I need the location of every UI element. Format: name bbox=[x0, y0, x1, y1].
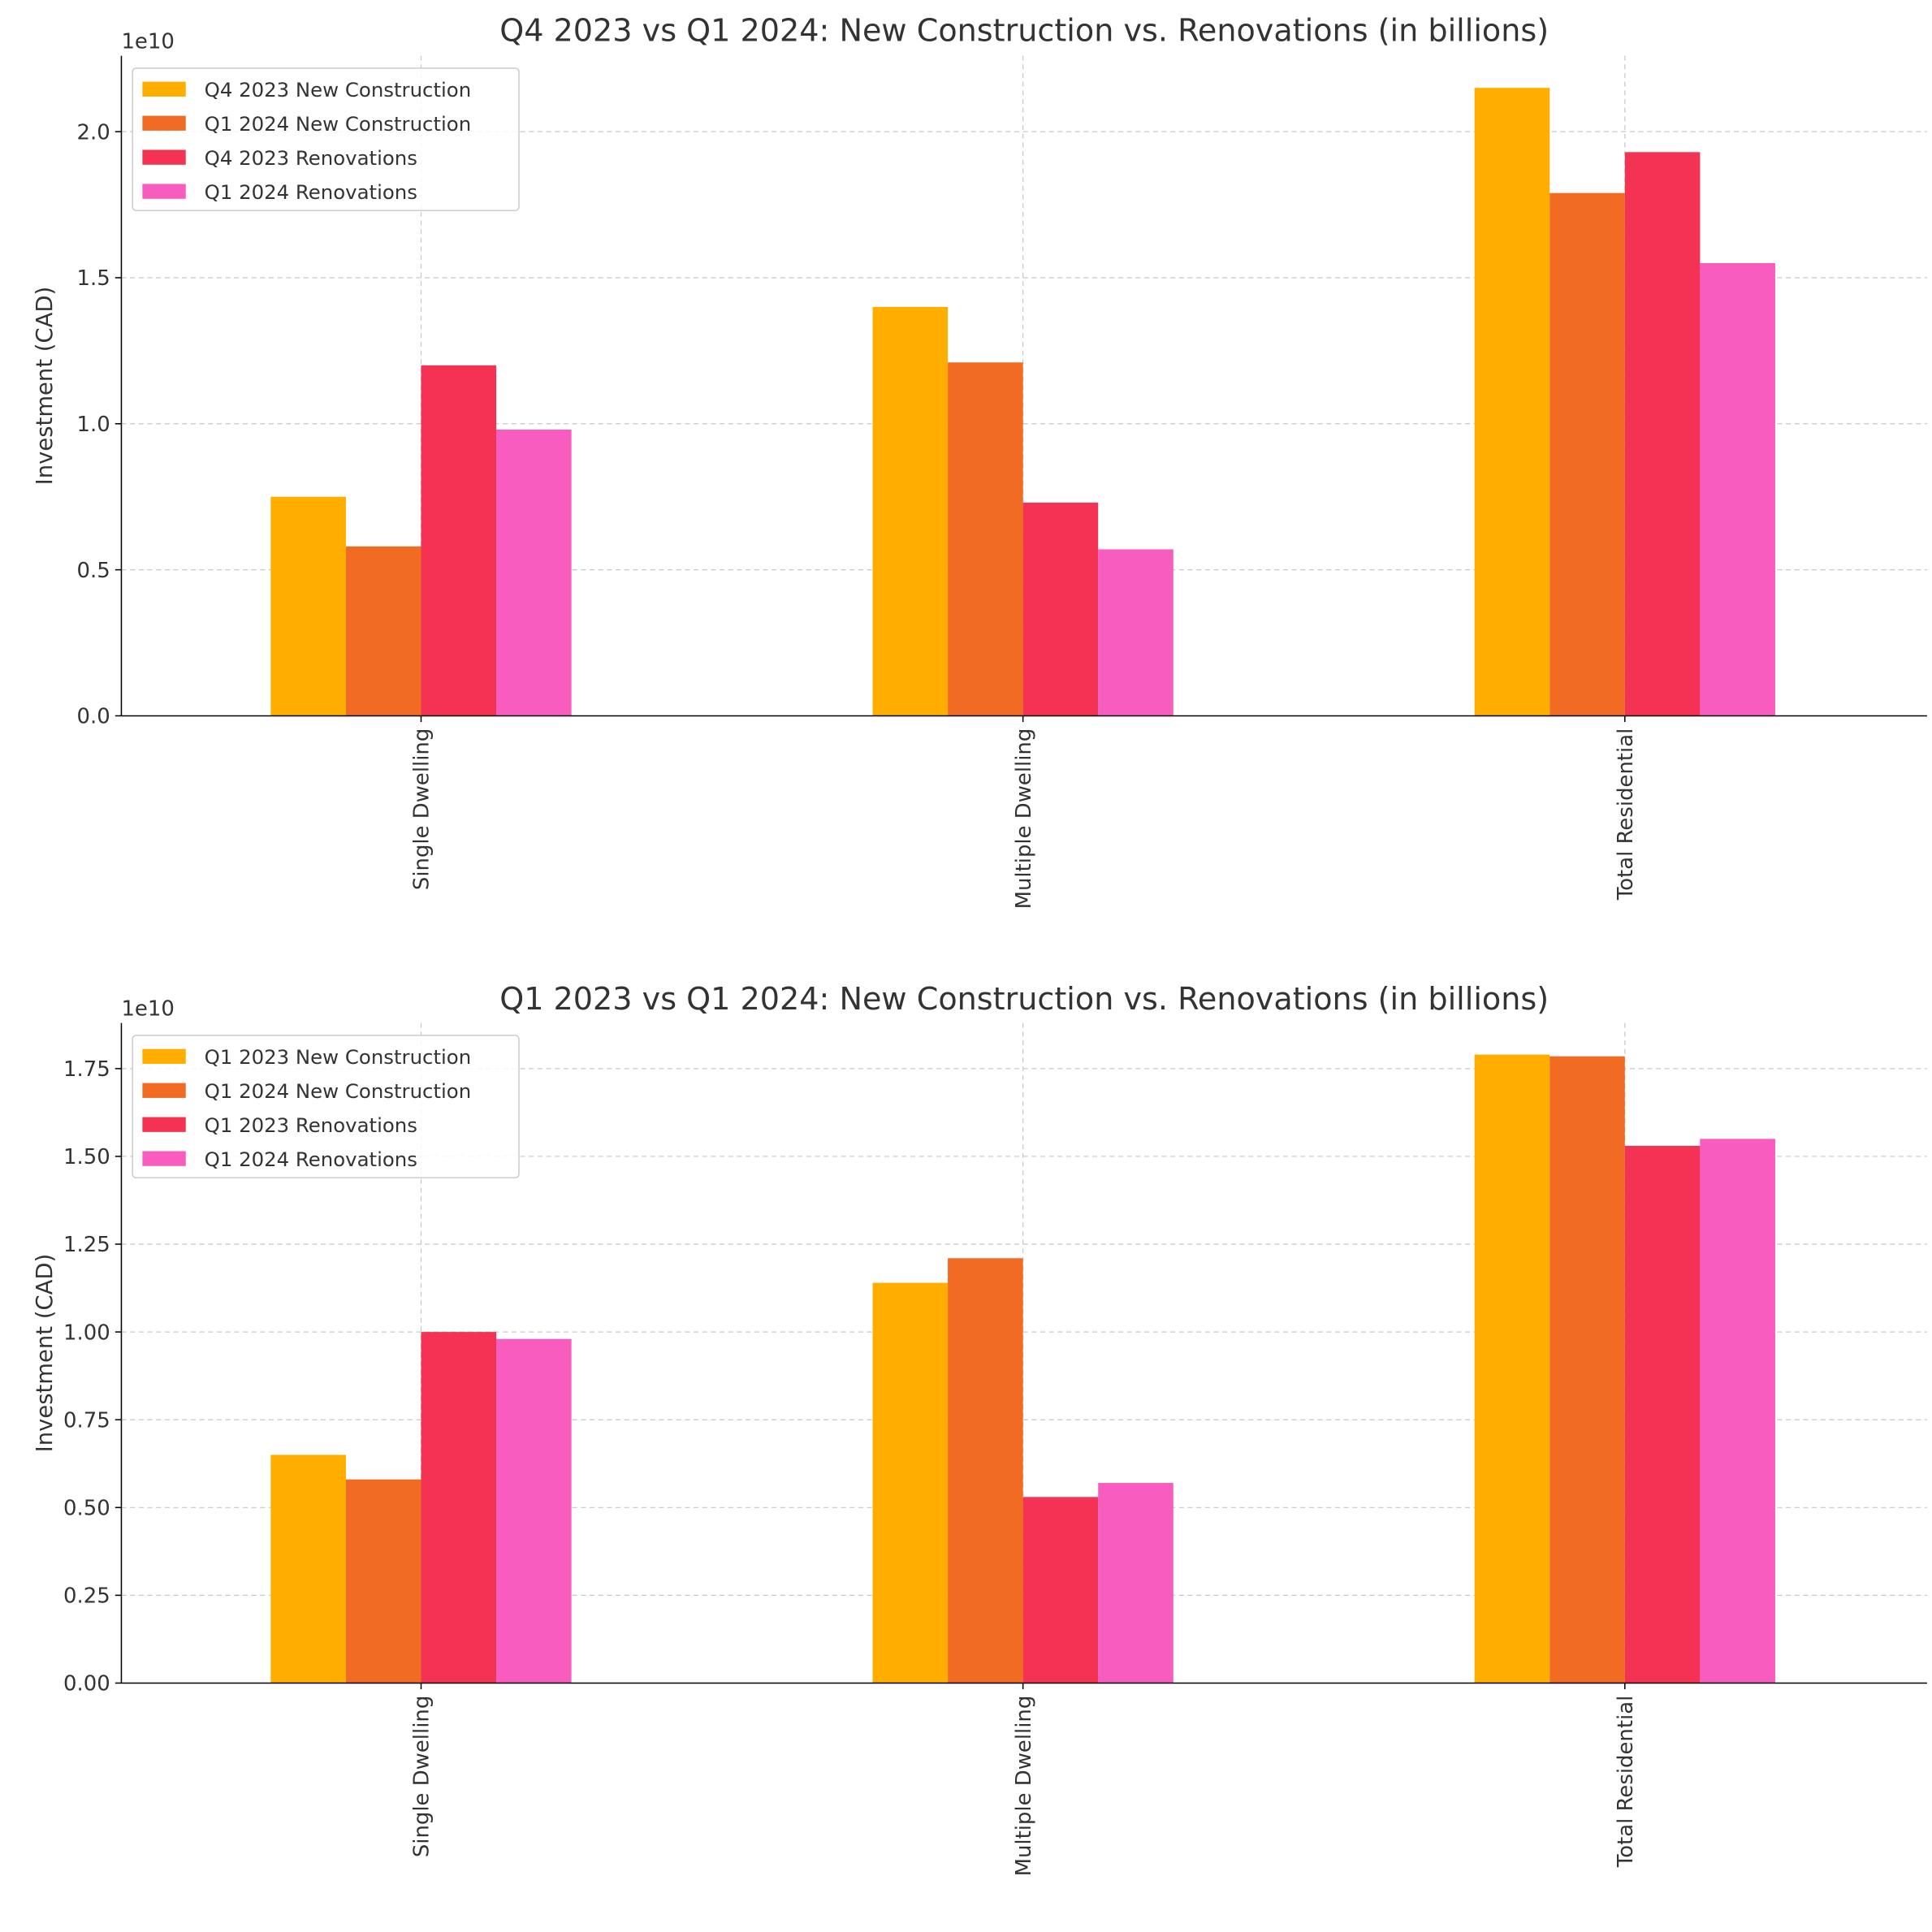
chart-title: Q1 2023 vs Q1 2024: New Construction vs.… bbox=[499, 981, 1549, 1017]
legend-swatch bbox=[142, 115, 186, 131]
bar-multiple-dwelling-series-3 bbox=[1022, 1497, 1099, 1683]
bar-single-dwelling-series-3 bbox=[421, 1332, 497, 1683]
y-tick-label: 0.50 bbox=[63, 1496, 110, 1520]
bar-multiple-dwelling-series-1 bbox=[872, 1282, 949, 1683]
bar-single-dwelling-series-3 bbox=[421, 365, 497, 716]
y-tick-label: 1.00 bbox=[63, 1320, 110, 1345]
x-tick-label: Multiple Dwelling bbox=[1012, 728, 1036, 910]
legend-label: Q4 2023 Renovations bbox=[205, 146, 417, 170]
chart-title: Q4 2023 vs Q1 2024: New Construction vs.… bbox=[499, 12, 1549, 48]
bar-multiple-dwelling-series-4 bbox=[1098, 1483, 1173, 1683]
legend-label: Q1 2024 Renovations bbox=[205, 180, 417, 204]
bar-multiple-dwelling-series-2 bbox=[948, 362, 1023, 716]
bar-single-dwelling-series-4 bbox=[496, 429, 572, 716]
legend-swatch bbox=[142, 184, 186, 199]
legend-label: Q1 2024 New Construction bbox=[205, 112, 472, 136]
y-tick-label: 1.0 bbox=[77, 413, 110, 437]
legend-label: Q4 2023 New Construction bbox=[205, 78, 472, 102]
y-tick-label: 1.75 bbox=[63, 1057, 110, 1082]
bar-single-dwelling-series-2 bbox=[345, 546, 421, 716]
legend-box bbox=[132, 1035, 520, 1179]
legend-label: Q1 2024 Renovations bbox=[205, 1148, 417, 1171]
bar-total-residential-series-1 bbox=[1474, 88, 1550, 716]
y-tick-label: 0.75 bbox=[63, 1408, 110, 1433]
legend: Q4 2023 New Construction Q1 2024 New Cons… bbox=[132, 67, 520, 212]
y-axis-label: Investment (CAD) bbox=[32, 287, 58, 486]
bar-multiple-dwelling-series-2 bbox=[948, 1258, 1023, 1683]
legend-swatch bbox=[142, 1048, 186, 1064]
legend-swatch bbox=[142, 81, 186, 97]
y-tick-label: 0.0 bbox=[77, 705, 110, 729]
x-tick-label: Single Dwelling bbox=[410, 1696, 434, 1857]
bar-single-dwelling-series-2 bbox=[345, 1479, 421, 1683]
bar-total-residential-series-3 bbox=[1624, 152, 1701, 716]
bar-multiple-dwelling-series-1 bbox=[872, 306, 949, 716]
legend-box bbox=[132, 67, 520, 212]
subplot-2: 0.00 0.25 0.50 0.75 1.00 1.25 1.50 1.75 1e10 Sing… bbox=[32, 981, 1927, 1877]
bar-multiple-dwelling-series-3 bbox=[1022, 502, 1099, 716]
bar-total-residential-series-1 bbox=[1474, 1054, 1550, 1683]
bar-multiple-dwelling-series-4 bbox=[1098, 549, 1173, 716]
y-axis-label: Investment (CAD) bbox=[32, 1254, 58, 1453]
y-tick-label: 1.50 bbox=[63, 1145, 110, 1169]
legend-label: Q1 2024 New Construction bbox=[205, 1079, 472, 1103]
legend-swatch bbox=[142, 149, 186, 165]
x-tick-label: Single Dwelling bbox=[410, 728, 434, 890]
y-tick-label: 2.0 bbox=[77, 120, 110, 145]
y-tick-label: 1.5 bbox=[77, 266, 110, 291]
legend-swatch bbox=[142, 1151, 186, 1166]
y-tick-label: 0.25 bbox=[63, 1584, 110, 1609]
y-offset-label: 1e10 bbox=[121, 997, 174, 1022]
y-tick-label: 0.5 bbox=[77, 559, 110, 583]
x-tick-label: Total Residential bbox=[1614, 1696, 1638, 1868]
bar-total-residential-series-2 bbox=[1549, 1056, 1625, 1683]
legend-swatch bbox=[142, 1117, 186, 1132]
bar-total-residential-series-4 bbox=[1700, 1139, 1775, 1683]
bar-single-dwelling-series-4 bbox=[496, 1338, 572, 1683]
x-tick-label: Total Residential bbox=[1614, 728, 1638, 901]
y-tick-label: 0.00 bbox=[63, 1672, 110, 1696]
legend-label: Q1 2023 New Construction bbox=[205, 1045, 472, 1069]
legend-swatch bbox=[142, 1083, 186, 1098]
bar-total-residential-series-3 bbox=[1624, 1145, 1701, 1683]
x-tick-label: Multiple Dwelling bbox=[1012, 1696, 1036, 1877]
bar-total-residential-series-2 bbox=[1549, 192, 1625, 716]
subplot-1: 0.0 0.5 1.0 1.5 2.0 1e10 Single Dwelling Multip… bbox=[32, 12, 1927, 909]
bar-total-residential-series-4 bbox=[1700, 262, 1775, 716]
y-offset-label: 1e10 bbox=[121, 29, 174, 54]
legend: Q1 2023 New Construction Q1 2024 New Cons… bbox=[132, 1035, 520, 1179]
y-tick-label: 1.25 bbox=[63, 1233, 110, 1257]
bar-single-dwelling-series-1 bbox=[270, 1454, 346, 1683]
bar-single-dwelling-series-1 bbox=[270, 496, 346, 716]
legend-label: Q1 2023 Renovations bbox=[205, 1113, 417, 1137]
